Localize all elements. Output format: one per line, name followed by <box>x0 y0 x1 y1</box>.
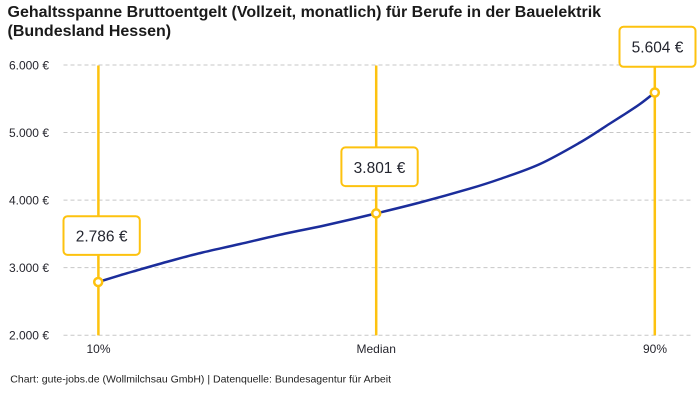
svg-text:Gehaltsspanne Bruttoentgelt (V: Gehaltsspanne Bruttoentgelt (Vollzeit, m… <box>8 4 602 21</box>
svg-text:3.801 €: 3.801 € <box>354 160 406 177</box>
svg-text:(Bundesland Hessen): (Bundesland Hessen) <box>8 23 172 40</box>
svg-text:2.000 €: 2.000 € <box>9 329 49 343</box>
svg-text:6.000 €: 6.000 € <box>9 58 49 72</box>
svg-text:5.604 €: 5.604 € <box>632 39 684 56</box>
svg-text:5.000 €: 5.000 € <box>9 126 49 140</box>
svg-text:4.000 €: 4.000 € <box>9 193 49 207</box>
svg-text:Median: Median <box>357 342 396 356</box>
svg-text:Chart: gute-jobs.de (Wollmilch: Chart: gute-jobs.de (Wollmilchsau GmbH) … <box>10 374 391 386</box>
svg-text:10%: 10% <box>86 342 110 356</box>
svg-text:90%: 90% <box>643 342 667 356</box>
svg-text:2.786 €: 2.786 € <box>76 229 128 246</box>
svg-text:3.000 €: 3.000 € <box>9 261 49 275</box>
